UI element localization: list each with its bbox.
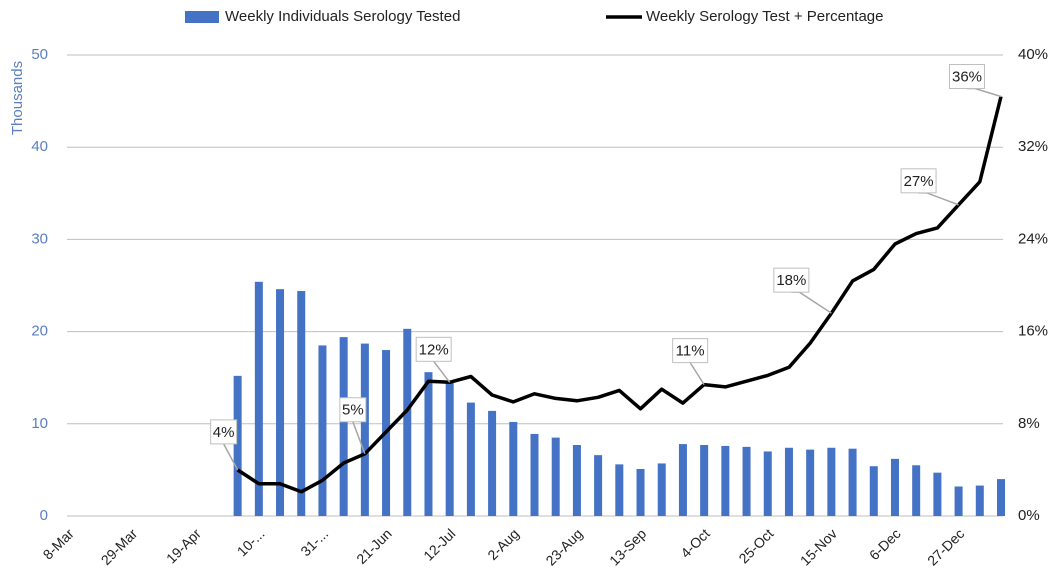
bar xyxy=(360,343,369,516)
bar xyxy=(657,463,666,516)
y2-tick-label: 0% xyxy=(1018,507,1040,524)
bar xyxy=(339,337,348,516)
x-tick-label: 31-... xyxy=(297,525,331,559)
x-tick-label: 12-Jul xyxy=(420,525,458,563)
y-tick-label: 20 xyxy=(31,323,48,340)
bar xyxy=(912,465,921,516)
bar xyxy=(297,291,306,516)
leader xyxy=(352,421,366,455)
x-tick-label: 2-Aug xyxy=(484,525,522,563)
leader xyxy=(222,443,239,471)
x-tick-label: 19-Apr xyxy=(163,525,204,566)
data-label-box xyxy=(415,336,452,362)
data-label: 36% xyxy=(952,68,982,85)
line xyxy=(236,96,1003,494)
x-tick-label: 29-Mar xyxy=(98,525,141,568)
x-tick-label: 25-Oct xyxy=(735,525,776,566)
bar xyxy=(488,410,497,516)
leader xyxy=(918,192,959,206)
bar xyxy=(784,447,793,516)
bar xyxy=(276,289,285,516)
x-tick-label: 27-Dec xyxy=(924,525,967,568)
leader xyxy=(689,362,705,386)
bar xyxy=(975,485,984,516)
data-label: 11% xyxy=(676,343,705,360)
bar xyxy=(997,479,1005,516)
data-label: 5% xyxy=(342,402,364,419)
y2-tick-label: 8% xyxy=(1018,415,1040,432)
x-tick-label: 6-Dec xyxy=(866,525,904,563)
bar xyxy=(933,472,942,516)
bar xyxy=(763,451,772,516)
bar xyxy=(233,375,242,516)
y2-tick-label: 16% xyxy=(1018,323,1048,340)
bar xyxy=(615,464,624,516)
legend-label: Weekly Individuals Serology Tested xyxy=(225,8,460,25)
y-tick-label: 40 xyxy=(31,138,48,155)
bar xyxy=(594,455,603,516)
y2-tick-label: 40% xyxy=(1018,46,1048,63)
x-tick-label: 8-Mar xyxy=(40,525,77,562)
y-tick-label: 30 xyxy=(31,230,48,247)
legend-swatch xyxy=(185,11,219,23)
leader xyxy=(791,291,832,314)
bar xyxy=(466,402,475,516)
bar xyxy=(318,345,327,516)
y-axis-title: Thousands xyxy=(9,61,26,135)
bar xyxy=(445,381,454,516)
bar xyxy=(890,458,899,516)
data-label-box xyxy=(949,63,985,89)
data-label-box xyxy=(339,397,367,423)
bar xyxy=(848,448,857,516)
bar xyxy=(742,446,751,516)
x-tick-label: 13-Sep xyxy=(606,525,649,568)
bar xyxy=(869,466,878,516)
bar xyxy=(551,437,560,516)
bar xyxy=(721,445,730,516)
x-tick-label: 4-Oct xyxy=(677,525,713,561)
bar xyxy=(424,372,433,516)
leader xyxy=(433,360,451,383)
bar xyxy=(954,486,963,516)
bar xyxy=(509,421,518,516)
data-label: 18% xyxy=(776,272,806,289)
y2-tick-label: 24% xyxy=(1018,230,1048,247)
data-label: 27% xyxy=(904,173,934,190)
bar xyxy=(530,433,539,516)
bar xyxy=(254,281,263,516)
bar xyxy=(806,449,815,516)
data-label-box xyxy=(773,267,810,293)
x-tick-label: 21-Jun xyxy=(353,525,395,567)
x-tick-label: 10-... xyxy=(234,525,268,559)
legend-label: Weekly Serology Test + Percentage xyxy=(646,8,884,25)
bar xyxy=(403,328,412,516)
y2-tick-label: 32% xyxy=(1018,138,1048,155)
data-label-box xyxy=(900,168,937,194)
data-label: 12% xyxy=(419,341,449,358)
x-tick-label: 23-Aug xyxy=(542,525,585,568)
bar xyxy=(636,468,645,516)
data-label-box xyxy=(672,338,709,364)
data-label-box xyxy=(210,419,238,445)
y-tick-label: 0 xyxy=(40,507,48,524)
x-tick-label: 15-Nov xyxy=(797,525,840,568)
y-tick-label: 10 xyxy=(31,415,48,432)
bar xyxy=(678,444,687,516)
bar xyxy=(572,445,581,516)
data-label: 4% xyxy=(213,424,235,441)
bar xyxy=(827,447,836,516)
y-tick-label: 50 xyxy=(31,46,48,63)
leader xyxy=(967,87,1002,98)
bar xyxy=(700,445,709,516)
